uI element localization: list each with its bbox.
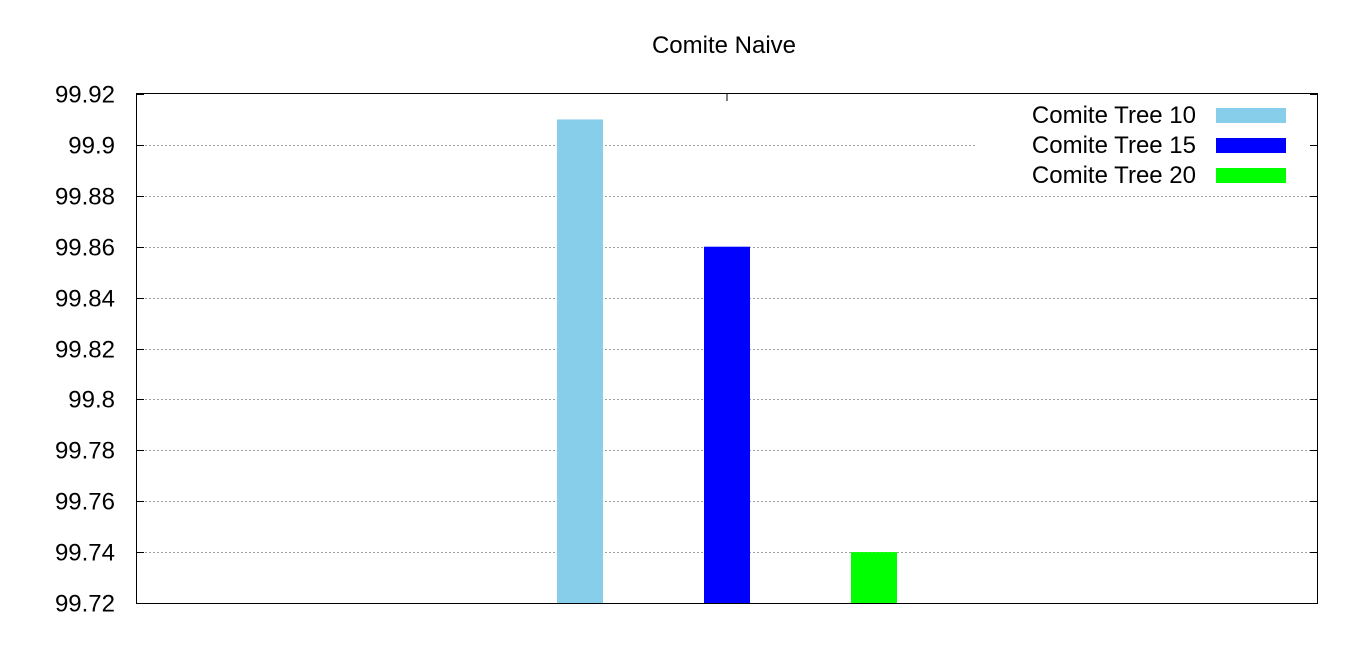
y-tick-label: 99.82 xyxy=(55,337,115,364)
y-tick-label: 99.78 xyxy=(55,438,115,465)
legend-swatch xyxy=(1216,108,1286,123)
legend-swatch xyxy=(1216,168,1286,183)
y-tick-label: 99.9 xyxy=(68,133,115,160)
bar-3 xyxy=(851,552,897,603)
legend-swatch xyxy=(1216,138,1286,153)
y-tick-label: 99.8 xyxy=(68,387,115,414)
bar-1 xyxy=(557,119,603,603)
legend-label: Comite Tree 15 xyxy=(1032,132,1196,159)
y-tick-label: 99.72 xyxy=(55,591,115,618)
bar-2 xyxy=(704,246,750,603)
y-tick-label: 99.92 xyxy=(55,82,115,109)
y-tick-label: 99.74 xyxy=(55,540,115,567)
legend-label: Comite Tree 10 xyxy=(1032,102,1196,129)
bars xyxy=(557,119,897,603)
legend-label: Comite Tree 20 xyxy=(1032,162,1196,189)
y-axis: 99.72 99.74 99.76 99.78 99.8 99.82 99.84 99.86 9… xyxy=(55,82,1317,618)
chart-title: Comite Naive xyxy=(652,32,796,59)
y-tick-label: 99.86 xyxy=(55,235,115,262)
legend: Comite Tree 10 Comite Tree 15 Comite Tree … xyxy=(1032,102,1286,189)
y-tick-label: 99.88 xyxy=(55,184,115,211)
y-tick-label: 99.76 xyxy=(55,489,115,516)
y-tick-label: 99.84 xyxy=(55,286,115,313)
